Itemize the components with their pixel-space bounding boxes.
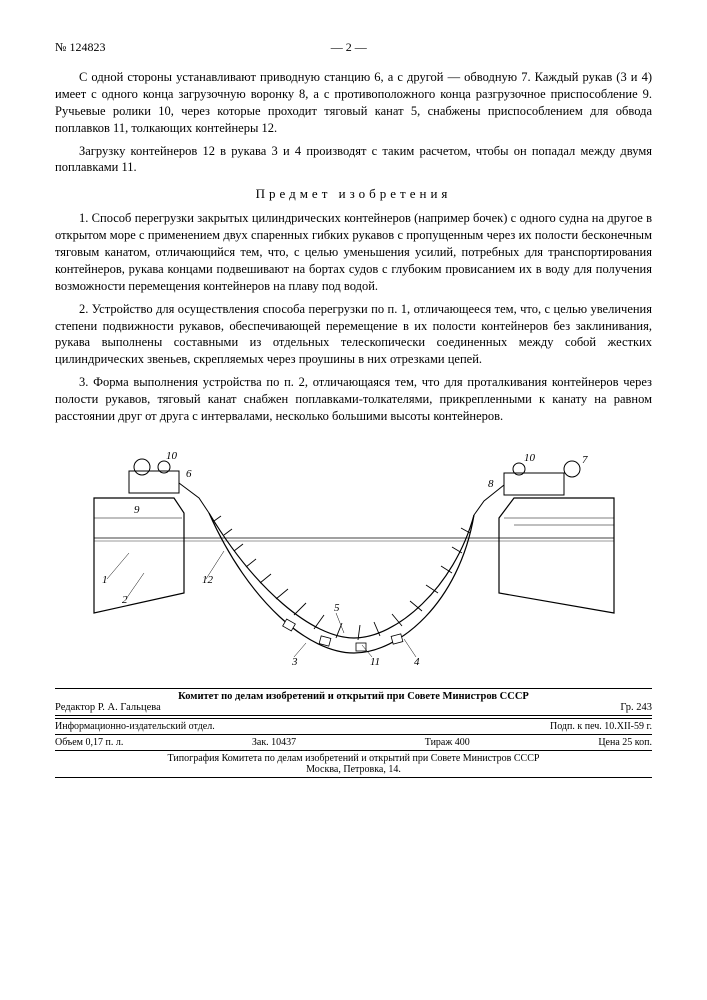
- fig-label-2: 2: [122, 594, 128, 606]
- footer-group: Гр. 243: [620, 702, 652, 713]
- figure: 1 2 9 10 6 12 3 5 11 4 8 10 7: [55, 443, 652, 678]
- fig-label-8: 8: [488, 478, 494, 490]
- fig-label-9: 9: [134, 504, 140, 516]
- claim-2: 2. Устройство для осуществления способа …: [55, 301, 652, 369]
- fig-label-11: 11: [370, 656, 380, 668]
- header-spacer: [592, 40, 652, 55]
- footer-dept: Информационно-издательский отдел.: [55, 721, 215, 732]
- fig-label-12: 12: [202, 574, 214, 586]
- claim-3: 3. Форма выполнения устройства по п. 2, …: [55, 374, 652, 425]
- footer-committee: Комитет по делам изобретений и открытий …: [55, 688, 652, 702]
- body-paragraph-2: Загрузку контейнеров 12 в рукава 3 и 4 п…: [55, 143, 652, 177]
- fig-label-10b: 10: [524, 452, 536, 464]
- figure-svg: 1 2 9 10 6 12 3 5 11 4 8 10 7: [74, 443, 634, 673]
- fig-label-6: 6: [186, 468, 192, 480]
- section-title: Предмет изобретения: [55, 186, 652, 202]
- page-number: — 2 —: [331, 40, 367, 55]
- fig-label-1: 1: [102, 574, 108, 586]
- footer-tirage: Тираж 400: [425, 737, 470, 748]
- footer-date: Подп. к печ. 10.XII-59 г.: [550, 721, 652, 732]
- footer-typography: Типография Комитета по делам изобретений…: [55, 753, 652, 764]
- doc-number: № 124823: [55, 40, 105, 55]
- footer-price: Цена 25 коп.: [598, 737, 652, 748]
- fig-label-10: 10: [166, 450, 178, 462]
- fig-label-4: 4: [414, 656, 420, 668]
- footer-editor: Редактор Р. А. Гальцева: [55, 702, 161, 713]
- footer: Комитет по делам изобретений и открытий …: [55, 688, 652, 778]
- fig-label-7: 7: [582, 454, 588, 466]
- patent-page: № 124823 — 2 — С одной стороны устанавли…: [0, 0, 707, 808]
- fig-label-5: 5: [334, 602, 340, 614]
- claim-1: 1. Способ перегрузки закрытых цилиндриче…: [55, 210, 652, 294]
- footer-address: Москва, Петровка, 14.: [55, 764, 652, 775]
- footer-order: Зак. 10437: [252, 737, 296, 748]
- footer-volume: Объем 0,17 п. л.: [55, 737, 123, 748]
- page-header: № 124823 — 2 —: [55, 40, 652, 55]
- body-paragraph-1: С одной стороны устанавливают приводную …: [55, 69, 652, 137]
- fig-label-3: 3: [291, 656, 298, 668]
